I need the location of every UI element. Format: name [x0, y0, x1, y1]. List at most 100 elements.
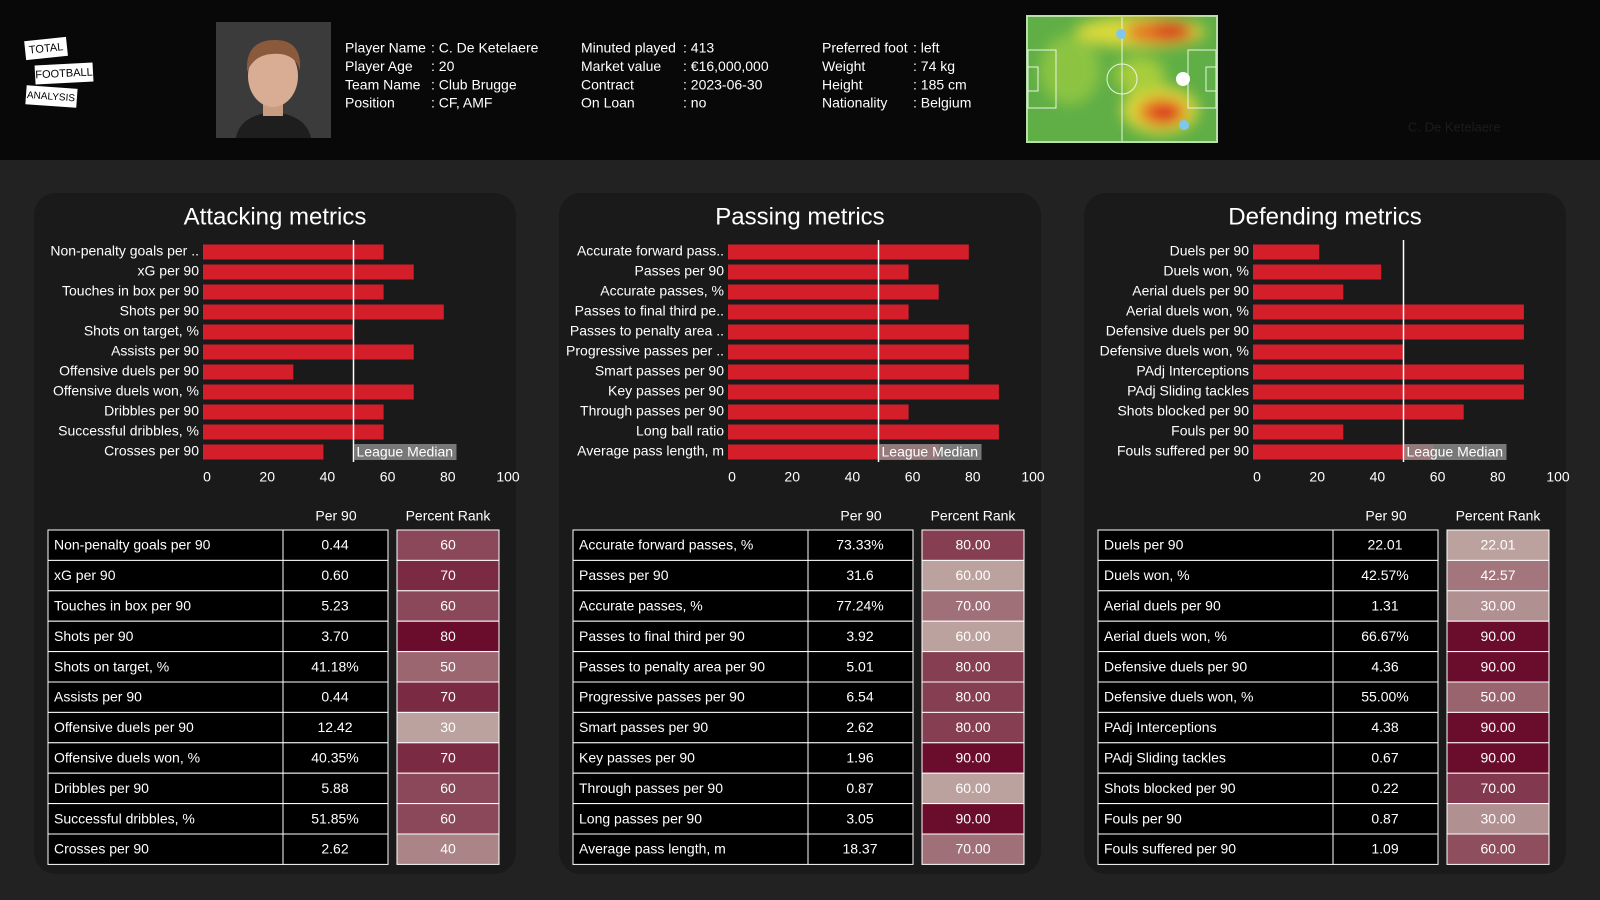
- rank-value: 70: [440, 750, 456, 766]
- rank-cell: [1446, 651, 1550, 683]
- bar-label: Passes to penalty area ..: [570, 323, 724, 339]
- per90-value: 18.37: [842, 841, 877, 857]
- bar: [203, 444, 324, 460]
- bar-label: Successful dribbles, %: [58, 423, 199, 439]
- bar-label: Offensive duels per 90: [59, 363, 199, 379]
- bar-label: Crosses per 90: [104, 443, 199, 459]
- bar-label: Fouls per 90: [1171, 423, 1249, 439]
- bar: [1253, 304, 1524, 320]
- x-tick-label: 0: [203, 469, 211, 485]
- info-label: Nationality: [822, 95, 887, 111]
- cell: [282, 590, 389, 622]
- rank-cell: [921, 803, 1025, 835]
- cell: [807, 620, 914, 653]
- rank-cell: [1446, 590, 1550, 622]
- bar-label: Passes to final third pe..: [575, 303, 724, 319]
- x-tick-label: 0: [1253, 469, 1261, 485]
- table-header: Percent Rank: [406, 508, 492, 524]
- bar-label: Shots blocked per 90: [1117, 403, 1249, 419]
- bar-label: Key passes per 90: [608, 383, 724, 399]
- per90-value: 5.88: [321, 780, 348, 796]
- metric-name: Dribbles per 90: [54, 780, 149, 796]
- x-tick-label: 100: [496, 469, 520, 485]
- bar: [728, 384, 999, 400]
- metric-name: Shots on target, %: [54, 658, 169, 674]
- cell: [572, 529, 809, 561]
- bar: [1253, 364, 1524, 380]
- bar-label: Assists per 90: [111, 343, 199, 359]
- bar-label: Average pass length, m: [577, 443, 724, 459]
- bar-label: Aerial duels per 90: [1132, 283, 1249, 299]
- rank-value: 60.00: [955, 567, 990, 583]
- bar-label: Long ball ratio: [636, 423, 724, 439]
- per90-value: 22.01: [1367, 537, 1402, 553]
- info-value: : C. De Ketelaere: [431, 40, 539, 56]
- bar: [728, 244, 969, 260]
- metric-name: Aerial duels won, %: [1104, 628, 1227, 644]
- metric-name: Defensive duels won, %: [1104, 689, 1253, 705]
- metric-name: xG per 90: [54, 567, 116, 583]
- metric-name: Duels won, %: [1104, 567, 1190, 583]
- per90-value: 4.36: [1371, 658, 1398, 674]
- logo-text: FOOTBALL: [35, 66, 93, 81]
- bar-label: Accurate forward pass..: [577, 243, 724, 259]
- bar: [203, 264, 414, 280]
- rank-value: 70.00: [1480, 780, 1515, 796]
- per90-value: 31.6: [846, 567, 873, 583]
- cell: [572, 803, 809, 835]
- bar: [1253, 244, 1320, 260]
- bar-label: Defensive duels per 90: [1106, 323, 1249, 339]
- metric-panel: Defending metrics Duels per 90 Duels won, …: [1084, 193, 1570, 874]
- bar-label: Duels per 90: [1170, 243, 1250, 259]
- per90-value: 41.18%: [311, 658, 358, 674]
- bar: [203, 304, 444, 320]
- bar: [728, 424, 999, 440]
- per90-value: 2.62: [846, 719, 873, 735]
- metric-name: Passes to penalty area per 90: [579, 658, 765, 674]
- rank-value: 42.57: [1480, 567, 1515, 583]
- rank-value: 90.00: [1480, 628, 1515, 644]
- bar: [203, 284, 384, 300]
- rank-cell: [396, 620, 500, 653]
- cell: [1332, 711, 1439, 744]
- metric-name: Offensive duels per 90: [54, 719, 194, 735]
- metric-panel: Attacking metrics Non-penalty goals per .…: [34, 193, 520, 874]
- metric-panel: Passing metrics Accurate forward pass.. Pa…: [559, 193, 1045, 874]
- bar: [203, 404, 384, 420]
- metric-name: Key passes per 90: [579, 750, 695, 766]
- table-header: Percent Rank: [1456, 508, 1542, 524]
- rank-value: 70.00: [955, 598, 990, 614]
- bar: [203, 244, 384, 260]
- per90-value: 0.87: [846, 780, 873, 796]
- rank-value: 80.00: [955, 658, 990, 674]
- x-tick-label: 100: [1021, 469, 1045, 485]
- per90-value: 0.44: [321, 689, 348, 705]
- info-label: Position: [345, 95, 395, 111]
- rank-cell: [921, 529, 1025, 561]
- rank-value: 70.00: [955, 841, 990, 857]
- rank-value: 70: [440, 689, 456, 705]
- metric-name: Accurate forward passes, %: [579, 537, 753, 553]
- rank-cell: [1446, 529, 1550, 561]
- x-tick-label: 80: [440, 469, 456, 485]
- per90-value: 66.67%: [1361, 628, 1408, 644]
- x-tick-label: 40: [1370, 469, 1386, 485]
- cell: [47, 803, 284, 835]
- heatmap: [1026, 15, 1218, 143]
- metric-name: PAdj Sliding tackles: [1104, 750, 1226, 766]
- metric-name: Successful dribbles, %: [54, 810, 195, 826]
- cell: [1097, 651, 1334, 683]
- cell: [1097, 620, 1334, 653]
- bar-label: Aerial duels won, %: [1126, 303, 1249, 319]
- cell: [807, 590, 914, 622]
- cell: [572, 620, 809, 653]
- cell: [47, 651, 284, 683]
- bar: [203, 324, 354, 340]
- metric-name: Fouls suffered per 90: [1104, 841, 1236, 857]
- info-value: : Club Brugge: [431, 76, 517, 92]
- logo: TOTAL FOOTBALL ANALYSIS: [24, 36, 94, 108]
- metric-name: Passes to final third per 90: [579, 628, 745, 644]
- bar-label: Progressive passes per ..: [566, 343, 724, 359]
- rank-value: 50.00: [1480, 689, 1515, 705]
